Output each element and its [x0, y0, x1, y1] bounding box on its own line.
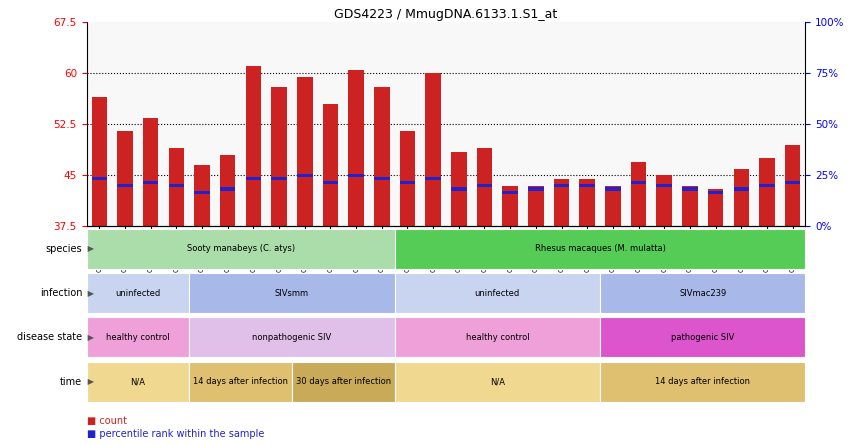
Bar: [190, 317, 395, 357]
Bar: [451, 187, 467, 190]
Bar: [451, 151, 467, 226]
Text: ▶: ▶: [85, 333, 94, 342]
Bar: [118, 184, 132, 187]
Bar: [194, 165, 210, 226]
Bar: [477, 148, 492, 226]
Bar: [246, 177, 262, 180]
Bar: [194, 191, 210, 194]
Bar: [528, 186, 544, 226]
Text: nonpathogenic SIV: nonpathogenic SIV: [252, 333, 332, 342]
Text: N/A: N/A: [131, 377, 145, 386]
Bar: [395, 362, 600, 402]
Bar: [477, 184, 492, 187]
Bar: [579, 184, 595, 187]
Text: disease state: disease state: [17, 333, 82, 342]
Bar: [400, 181, 415, 184]
Bar: [395, 273, 600, 313]
Bar: [630, 181, 646, 184]
Bar: [87, 229, 395, 269]
Bar: [220, 187, 236, 190]
Bar: [734, 169, 749, 226]
Bar: [92, 177, 107, 180]
Bar: [143, 181, 158, 184]
Text: SIVsmm: SIVsmm: [275, 289, 309, 297]
Bar: [502, 186, 518, 226]
Bar: [395, 229, 805, 269]
Text: Sooty manabeys (C. atys): Sooty manabeys (C. atys): [186, 244, 294, 253]
Bar: [785, 145, 800, 226]
Bar: [87, 362, 190, 402]
Bar: [297, 174, 313, 177]
Bar: [502, 191, 518, 194]
Bar: [374, 177, 390, 180]
Bar: [600, 317, 805, 357]
Text: 30 days after infection: 30 days after infection: [296, 377, 391, 386]
Bar: [190, 362, 292, 402]
Bar: [87, 317, 190, 357]
Bar: [734, 187, 749, 190]
Bar: [169, 184, 184, 187]
Text: ▶: ▶: [85, 289, 94, 297]
Bar: [656, 184, 672, 187]
Bar: [348, 70, 364, 226]
Bar: [682, 186, 697, 226]
Bar: [553, 184, 569, 187]
Bar: [169, 148, 184, 226]
Text: 14 days after infection: 14 days after infection: [193, 377, 288, 386]
Text: N/A: N/A: [490, 377, 505, 386]
Bar: [323, 104, 338, 226]
Bar: [395, 317, 600, 357]
Bar: [220, 155, 236, 226]
Text: time: time: [60, 377, 82, 387]
Text: ▶: ▶: [85, 377, 94, 386]
Bar: [323, 181, 338, 184]
Bar: [785, 181, 800, 184]
Bar: [605, 187, 621, 190]
Bar: [190, 273, 395, 313]
Bar: [297, 77, 313, 226]
Bar: [708, 189, 723, 226]
Bar: [87, 273, 190, 313]
Bar: [400, 131, 415, 226]
Text: ■ percentile rank within the sample: ■ percentile rank within the sample: [87, 428, 264, 439]
Text: Rhesus macaques (M. mulatta): Rhesus macaques (M. mulatta): [534, 244, 665, 253]
Text: uninfected: uninfected: [475, 289, 520, 297]
Bar: [118, 131, 132, 226]
Text: ■ count: ■ count: [87, 416, 126, 426]
Bar: [143, 118, 158, 226]
Bar: [600, 273, 805, 313]
Bar: [348, 174, 364, 177]
Bar: [600, 362, 805, 402]
Text: ▶: ▶: [85, 244, 94, 253]
Text: SIVmac239: SIVmac239: [679, 289, 727, 297]
Title: GDS4223 / MmugDNA.6133.1.S1_at: GDS4223 / MmugDNA.6133.1.S1_at: [334, 8, 558, 21]
Bar: [630, 162, 646, 226]
Bar: [292, 362, 395, 402]
Bar: [656, 175, 672, 226]
Text: uninfected: uninfected: [115, 289, 160, 297]
Bar: [271, 87, 287, 226]
Bar: [374, 87, 390, 226]
Bar: [528, 187, 544, 190]
Bar: [682, 187, 697, 190]
Text: 14 days after infection: 14 days after infection: [656, 377, 750, 386]
Text: species: species: [46, 244, 82, 254]
Bar: [605, 186, 621, 226]
Bar: [425, 177, 441, 180]
Text: pathogenic SIV: pathogenic SIV: [671, 333, 734, 342]
Bar: [759, 184, 774, 187]
Text: healthy control: healthy control: [466, 333, 529, 342]
Bar: [92, 97, 107, 226]
Bar: [759, 159, 774, 226]
Bar: [579, 179, 595, 226]
Bar: [246, 67, 262, 226]
Bar: [708, 191, 723, 194]
Text: healthy control: healthy control: [107, 333, 170, 342]
Bar: [553, 179, 569, 226]
Bar: [425, 73, 441, 226]
Bar: [271, 177, 287, 180]
Text: infection: infection: [40, 288, 82, 298]
